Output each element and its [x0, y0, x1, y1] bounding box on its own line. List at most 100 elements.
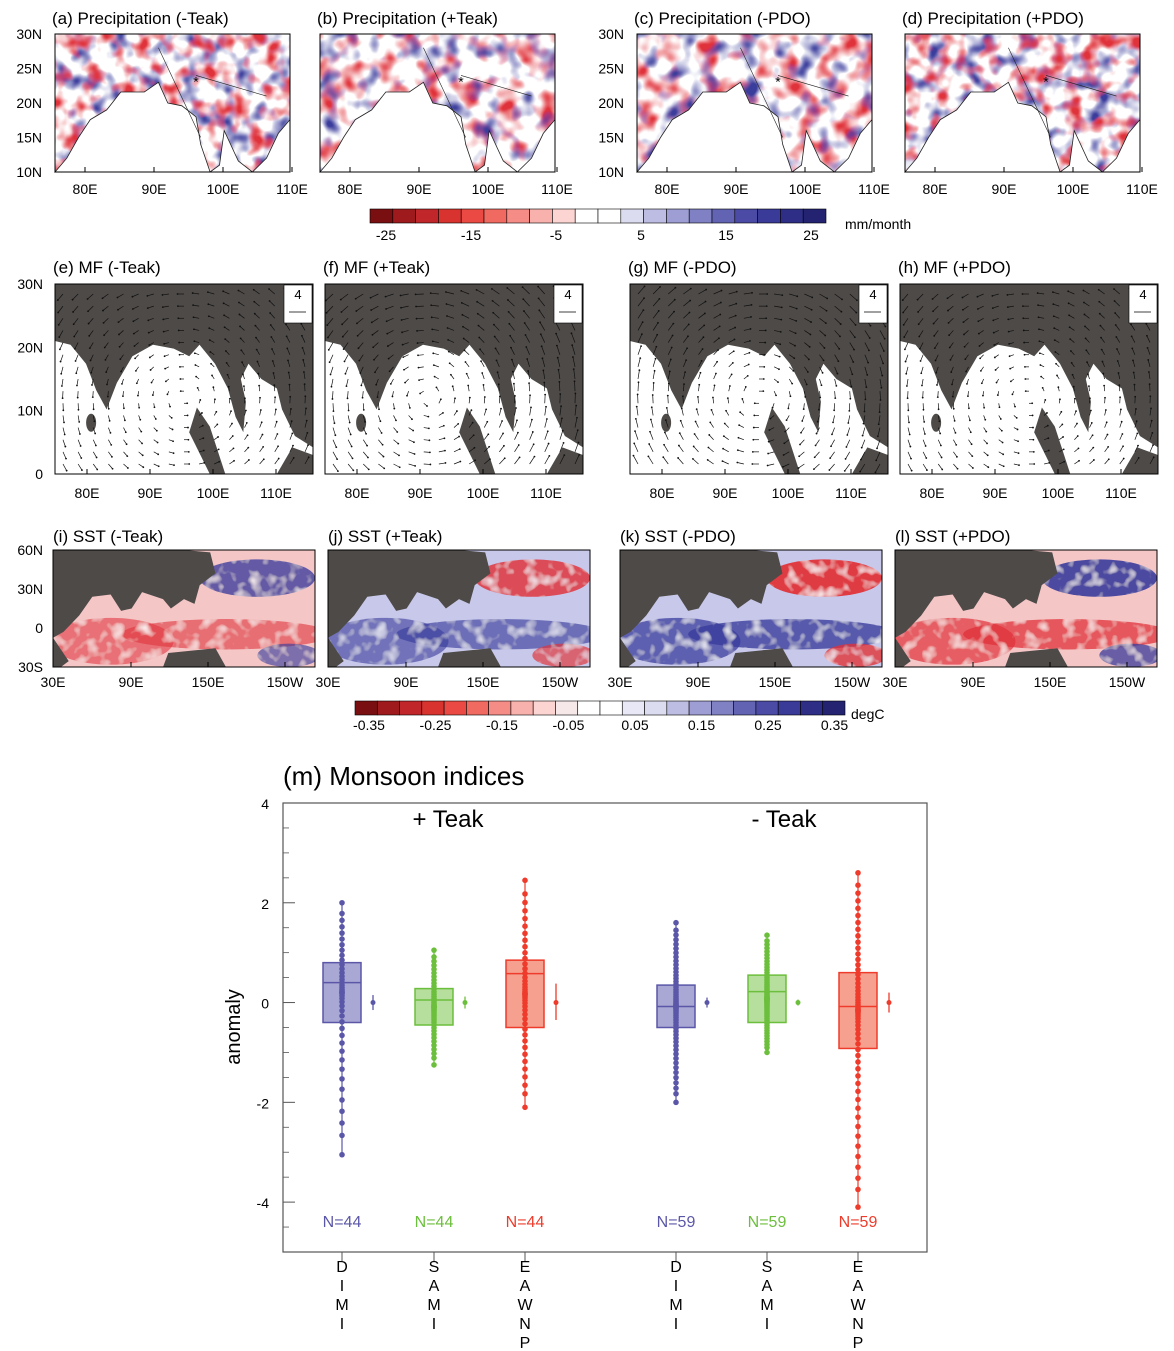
flux-vector	[466, 373, 470, 380]
flux-vector-head	[503, 457, 506, 460]
lon-tick-label: 150W	[1109, 674, 1146, 690]
flux-vector	[58, 318, 64, 326]
sumatra	[1034, 407, 1071, 474]
colorbar-tick-label: -25	[376, 227, 396, 243]
flux-vector	[91, 378, 94, 386]
flux-vector	[907, 439, 911, 447]
flux-vector	[257, 361, 260, 367]
flux-vector	[819, 305, 827, 312]
data-point	[522, 1066, 528, 1072]
flux-vector	[713, 349, 719, 355]
flux-vector-head	[655, 345, 658, 348]
flux-vector-head	[966, 382, 968, 385]
flux-vector-head	[500, 407, 502, 410]
flux-vector-head	[946, 297, 949, 300]
flux-vector	[403, 366, 409, 371]
flux-vector-head	[640, 333, 643, 335]
flux-vector-head	[59, 360, 62, 363]
land-mass	[55, 284, 313, 448]
flux-vector	[240, 338, 245, 343]
flux-vector-head	[300, 322, 303, 325]
flux-vector-head	[979, 369, 982, 372]
flux-vector	[393, 463, 400, 468]
flux-vector	[904, 342, 909, 350]
flux-vector	[400, 305, 409, 309]
lon-tick-label: 110E	[1126, 181, 1158, 197]
flux-vector	[120, 354, 124, 360]
reference-vector-box	[1128, 284, 1158, 324]
data-point	[673, 927, 679, 934]
flux-vector-head	[362, 408, 365, 411]
data-point	[855, 956, 861, 963]
flux-vector	[529, 444, 534, 453]
flux-vector-head	[246, 434, 249, 437]
flux-vector-head	[140, 430, 143, 433]
flux-vector	[728, 374, 732, 380]
flux-vector	[356, 305, 364, 312]
flux-vector	[845, 451, 851, 460]
flux-vector-head	[277, 457, 280, 460]
flux-vector-head	[1150, 407, 1152, 410]
flux-vector	[977, 305, 984, 310]
flux-vector	[432, 329, 439, 331]
flux-vector-head	[1133, 383, 1136, 386]
reference-vector-label: 4	[294, 287, 301, 302]
flux-vector	[498, 384, 500, 392]
colorbar-cell	[733, 700, 757, 716]
flux-vector-head	[120, 370, 122, 373]
flux-vector-head	[700, 359, 703, 362]
flux-vector-head	[1006, 306, 1009, 309]
flux-vector-head	[1038, 328, 1040, 331]
sst-field	[53, 559, 315, 667]
data-point	[673, 945, 679, 952]
flux-vector-head	[1136, 432, 1139, 435]
flux-vector-head	[515, 407, 517, 409]
flux-vector-head	[380, 432, 383, 434]
flux-vector-head	[467, 384, 470, 387]
flux-vector	[362, 427, 367, 434]
flux-vector	[993, 317, 999, 321]
flux-vector	[683, 288, 691, 295]
flux-vector-head	[327, 348, 330, 351]
flux-vector-head	[864, 398, 867, 401]
flux-vector	[270, 324, 276, 331]
flux-vector-head	[179, 390, 182, 393]
flux-vector	[819, 354, 824, 361]
flux-vector-head	[984, 418, 987, 421]
flux-vector	[286, 336, 291, 343]
australia	[730, 648, 793, 667]
lon-tick-label: 100E	[1042, 485, 1075, 501]
flux-vector	[817, 415, 820, 422]
lon-tick-label: 150W	[267, 674, 304, 690]
flux-vector	[274, 458, 279, 465]
flux-vector	[907, 463, 912, 471]
flux-vector	[108, 439, 112, 446]
flux-vector-head	[764, 329, 767, 332]
flux-vector	[1008, 317, 1014, 320]
flux-vector-head	[1115, 336, 1118, 338]
coastline	[54, 33, 291, 174]
flux-vector	[964, 342, 969, 348]
flux-vector-head	[993, 356, 996, 359]
flux-vector-head	[1116, 348, 1118, 350]
flux-vector-head	[123, 407, 125, 410]
flux-vector-head	[688, 311, 691, 314]
flux-vector	[453, 436, 460, 441]
flux-vector	[1007, 305, 1014, 308]
flux-vector	[681, 408, 684, 416]
flux-vector-head	[126, 455, 129, 458]
flux-vector-head	[346, 397, 349, 400]
flux-vector	[464, 350, 470, 355]
flux-vector-head	[1062, 436, 1064, 438]
flux-vector	[400, 293, 409, 296]
flux-vector	[1119, 409, 1122, 416]
flux-vector-head	[804, 396, 807, 398]
flux-vector	[829, 463, 835, 471]
flux-vector-head	[563, 454, 566, 457]
flux-vector-head	[75, 372, 78, 375]
x-tick-letter: I	[432, 1316, 436, 1333]
panel-frame	[327, 549, 591, 668]
flux-vector	[1089, 447, 1094, 453]
flux-vector	[667, 347, 673, 355]
data-point	[855, 1175, 861, 1181]
